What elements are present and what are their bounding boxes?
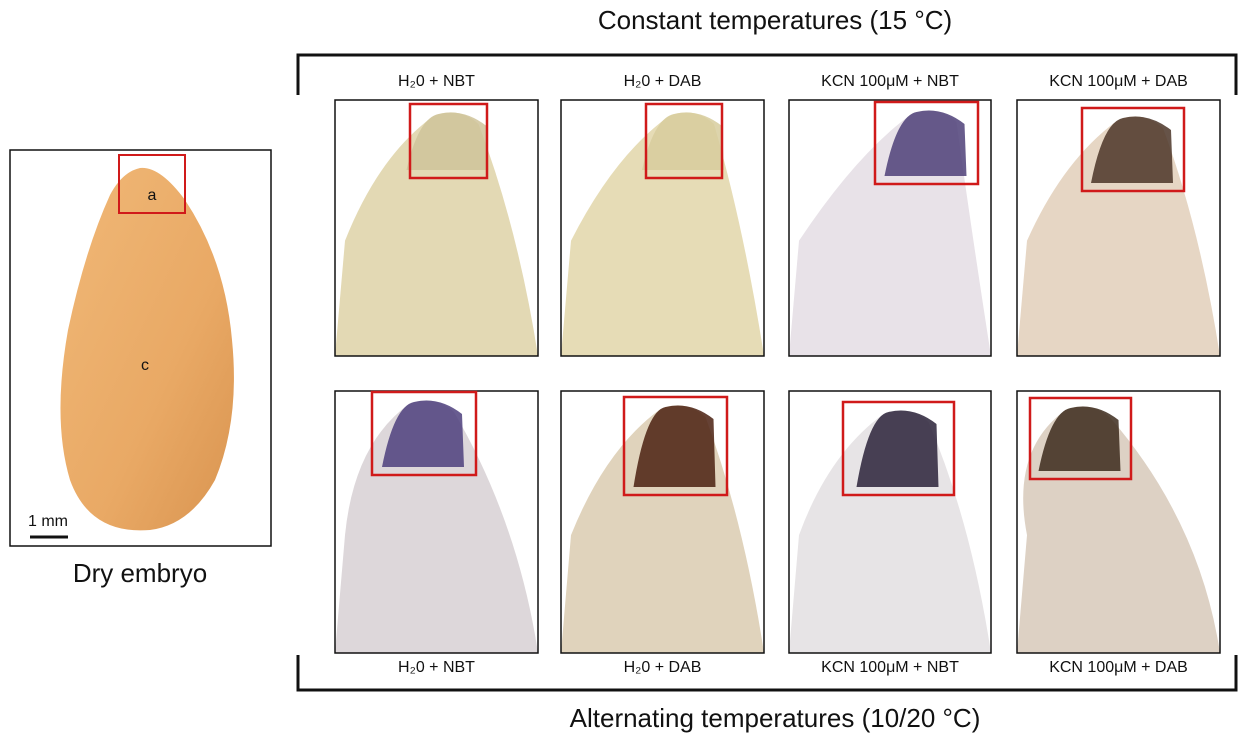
caption: Dry embryo [73, 558, 207, 588]
panel-image [561, 391, 764, 653]
region-label: a [148, 187, 157, 204]
stain-panel [789, 391, 991, 653]
treatment-label: KCN 100μM + NBT [821, 659, 959, 676]
figure: Constant temperatures (15 °C) Alternatin… [0, 0, 1240, 739]
stain-panel [561, 391, 764, 653]
header-title: Constant temperatures (15 °C) [598, 5, 952, 35]
panel-image [1017, 391, 1220, 653]
treatment-label: H₂0 + DAB [624, 659, 702, 676]
panel-image [789, 100, 991, 356]
stain-panel [561, 100, 764, 356]
treatment-label: H₂0 + NBT [398, 659, 475, 676]
treatment-label: KCN 100μM + DAB [1049, 659, 1188, 676]
treatment-label: KCN 100μM + DAB [1049, 73, 1188, 90]
stain-panel [1017, 391, 1220, 653]
dry-embryo-panel: a c 1 mm Dry embryo [10, 150, 271, 588]
scale-bar-label: 1 mm [28, 513, 68, 530]
region-label: c [141, 357, 149, 374]
panel-image [789, 391, 991, 653]
treatment-label: H₂0 + NBT [398, 73, 475, 90]
panel-image [1017, 100, 1220, 356]
treatment-label: KCN 100μM + NBT [821, 73, 959, 90]
stain-panel [335, 391, 538, 653]
treatment-label: H₂0 + DAB [624, 73, 702, 90]
footer-title: Alternating temperatures (10/20 °C) [570, 703, 981, 733]
stain-panel [1017, 100, 1220, 356]
panel-image [335, 391, 538, 653]
stain-panel [789, 100, 991, 356]
stain-panel [335, 100, 538, 356]
panel-image [335, 100, 538, 356]
panel-image [561, 100, 764, 356]
